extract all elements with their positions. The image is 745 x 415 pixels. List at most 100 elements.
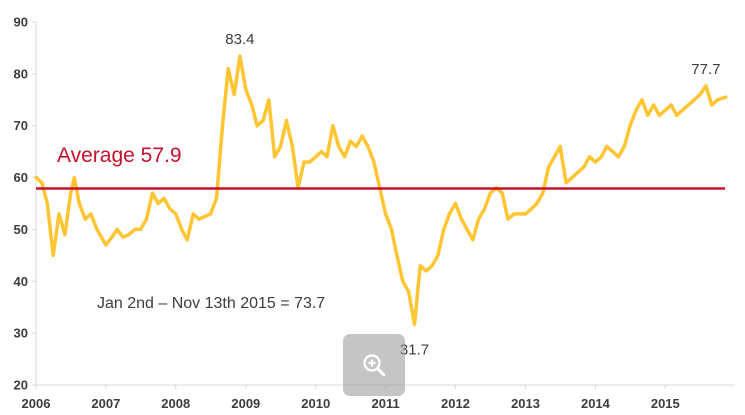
data-point xyxy=(576,170,580,174)
x-tick-label: 2009 xyxy=(231,396,260,411)
data-point xyxy=(488,191,492,195)
data-point xyxy=(436,253,440,257)
data-point xyxy=(226,67,230,71)
y-tick-label: 70 xyxy=(14,118,28,133)
data-point xyxy=(599,155,604,159)
data-point xyxy=(238,54,242,58)
zoom-in-icon xyxy=(363,354,386,377)
average-line-group: Average 57.9 xyxy=(36,144,725,190)
data-label: 77.7 xyxy=(691,61,720,78)
data-point xyxy=(372,160,376,164)
data-point xyxy=(512,212,516,216)
data-point xyxy=(535,201,539,206)
data-point xyxy=(89,212,93,216)
data-point xyxy=(162,196,166,200)
data-point xyxy=(203,214,207,219)
data-point xyxy=(302,160,306,164)
data-point xyxy=(110,235,114,239)
x-tick-label: 2011 xyxy=(371,396,399,411)
x-tick-label: 2014 xyxy=(581,396,611,411)
data-point xyxy=(331,124,335,128)
data-point xyxy=(180,227,184,231)
data-point xyxy=(174,212,178,216)
data-point xyxy=(69,191,73,195)
y-tick-label: 80 xyxy=(14,66,28,81)
data-point xyxy=(144,217,149,221)
data-point xyxy=(354,144,358,149)
data-point xyxy=(611,150,615,154)
data-point xyxy=(680,108,685,112)
data-point xyxy=(710,103,714,107)
x-tick-label: 2012 xyxy=(441,396,470,411)
data-point xyxy=(401,279,405,283)
data-point xyxy=(500,191,504,195)
data-point xyxy=(360,134,364,138)
data-point xyxy=(314,155,318,159)
data-point xyxy=(407,290,411,294)
y-tick-label: 90 xyxy=(14,15,28,30)
data-point xyxy=(541,191,545,195)
data-point xyxy=(138,227,143,231)
data-point xyxy=(593,160,598,164)
data-point xyxy=(465,227,469,231)
data-point xyxy=(115,227,119,231)
y-tick-label: 20 xyxy=(14,378,28,393)
data-point xyxy=(477,217,481,221)
data-point xyxy=(250,103,254,107)
data-point xyxy=(40,181,44,185)
data-point xyxy=(686,103,690,107)
data-point xyxy=(325,155,329,159)
data-point xyxy=(57,212,61,216)
data-point xyxy=(185,238,189,242)
data-label: 31.7 xyxy=(400,341,429,358)
data-point xyxy=(389,227,394,231)
data-point xyxy=(244,87,248,91)
x-tick-label: 2015 xyxy=(651,396,680,411)
data-point xyxy=(104,243,108,247)
data-point xyxy=(412,322,417,326)
data-point xyxy=(657,113,662,117)
data-point xyxy=(698,93,702,97)
series-line xyxy=(34,54,728,327)
data-point xyxy=(628,124,632,128)
chart-ticks: 20 30 40 50 60 70 80 90 2006 2007 2008 2009 2010 2011… xyxy=(14,15,680,412)
data-point xyxy=(506,217,510,221)
data-point xyxy=(366,144,370,149)
data-point xyxy=(343,155,347,159)
zoom-button[interactable] xyxy=(343,334,405,396)
data-point xyxy=(652,103,656,107)
data-point xyxy=(716,98,720,102)
data-point xyxy=(133,227,137,231)
data-point xyxy=(634,108,638,112)
data-point xyxy=(384,212,388,216)
data-point xyxy=(209,212,213,216)
y-tick-label: 30 xyxy=(14,326,28,341)
data-point xyxy=(220,124,225,128)
data-point xyxy=(529,207,534,211)
data-point xyxy=(72,176,76,180)
x-tick-label: 2013 xyxy=(511,396,540,411)
data-point xyxy=(121,235,125,239)
x-tick-label: 2008 xyxy=(161,396,190,411)
data-point xyxy=(622,144,626,149)
data-point xyxy=(640,98,644,102)
data-label: 83.4 xyxy=(225,31,254,48)
data-point xyxy=(255,124,259,128)
data-point xyxy=(337,144,341,149)
data-point xyxy=(424,269,428,273)
data-point xyxy=(471,238,475,242)
data-point xyxy=(168,207,172,211)
data-point xyxy=(348,139,352,143)
data-point xyxy=(83,217,87,221)
data-point xyxy=(34,176,38,180)
data-point xyxy=(616,155,621,159)
data-point xyxy=(663,108,667,112)
average-label: Average 57.9 xyxy=(57,144,182,167)
data-point xyxy=(395,253,399,257)
x-tick-label: 2010 xyxy=(301,396,330,411)
x-tick-label: 2006 xyxy=(22,396,51,411)
data-point xyxy=(77,201,81,206)
data-point xyxy=(518,212,522,216)
data-point xyxy=(582,165,586,169)
